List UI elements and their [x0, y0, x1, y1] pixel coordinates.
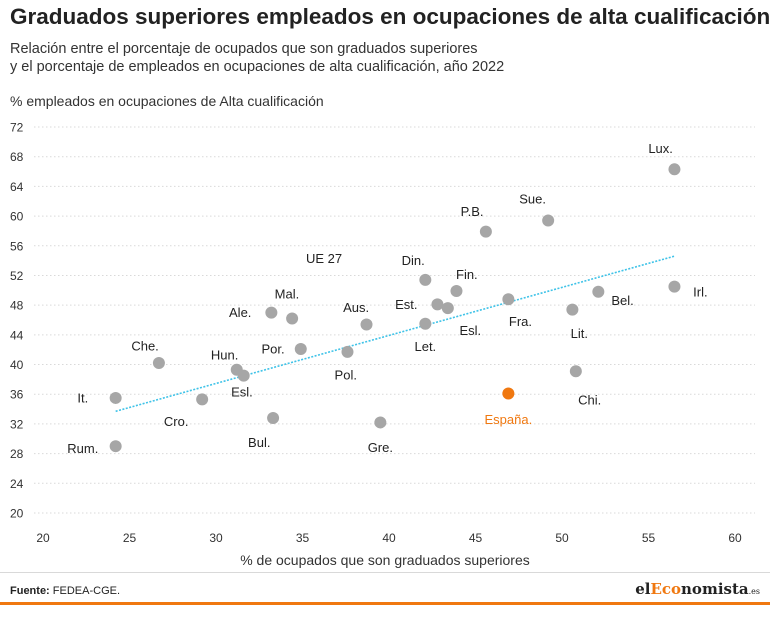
- point-label: Est.: [395, 297, 417, 312]
- trend-line: [115, 255, 675, 413]
- point-label: P.B.: [461, 204, 484, 219]
- point-label: Aus.: [343, 300, 369, 315]
- data-point: [450, 285, 463, 298]
- annotation-ue27: UE 27: [306, 251, 342, 266]
- data-point: [267, 411, 280, 424]
- x-tick-label: 60: [728, 531, 742, 545]
- highlight-point: [502, 387, 515, 400]
- data-point: [360, 318, 373, 331]
- data-point: [196, 393, 209, 406]
- point-label: Lux.: [648, 141, 673, 156]
- brand-pre: el: [635, 580, 651, 598]
- data-point: [569, 365, 582, 378]
- point-label: Pol.: [335, 367, 357, 382]
- data-point: [237, 369, 250, 382]
- source-text: FEDEA-CGE.: [52, 585, 121, 597]
- y-tick-label: 24: [10, 477, 24, 491]
- point-label: Bul.: [248, 435, 270, 450]
- chart-title: Graduados superiores empleados en ocupac…: [10, 4, 770, 29]
- data-point: [341, 345, 354, 358]
- source-note: Fuente: FEDEA-CGE.: [10, 585, 120, 597]
- data-point: [152, 357, 165, 370]
- x-tick-label: 30: [209, 531, 223, 545]
- point-label: Gre.: [368, 440, 393, 455]
- highlight-label: España.: [485, 412, 533, 427]
- data-point: [502, 293, 515, 306]
- data-point: [109, 440, 122, 453]
- subtitle-line-1: Relación entre el porcentaje de ocupados…: [10, 41, 478, 57]
- point-label: Por.: [262, 341, 285, 356]
- point-label: Din.: [402, 253, 425, 268]
- brand-highlight: Eco: [650, 580, 682, 598]
- data-point: [431, 298, 444, 311]
- data-point: [479, 225, 492, 238]
- data-point: [374, 416, 387, 429]
- y-tick-label: 60: [10, 210, 24, 224]
- data-point: [441, 302, 454, 315]
- point-label: Ale.: [229, 305, 251, 320]
- x-axis-label: % de ocupados que son graduados superior…: [240, 552, 530, 568]
- point-label: Lit.: [571, 326, 588, 341]
- point-label: Fra.: [509, 314, 532, 329]
- data-point: [592, 285, 605, 298]
- data-point: [294, 342, 307, 355]
- point-label: Irl.: [693, 284, 707, 299]
- x-tick-label: 25: [123, 531, 137, 545]
- data-point: [668, 280, 681, 293]
- point-label: Rum.: [67, 441, 98, 456]
- point-label: Chi.: [578, 393, 601, 408]
- point-label: Esl.: [231, 385, 253, 400]
- brand-logo: elEconomista.es: [635, 580, 760, 598]
- x-tick-label: 55: [642, 531, 656, 545]
- scatter-chart: 20 24 28 32 36 40 44 48 52 56 60 64 68 72 20 25 30 35 40 45…: [10, 121, 755, 545]
- point-label: Fin.: [456, 267, 478, 282]
- data-point: [668, 163, 681, 176]
- x-tick-label: 45: [469, 531, 483, 545]
- footer-divider: [0, 572, 770, 573]
- chart-subtitle: Relación entre el porcentaje de ocupados…: [10, 40, 504, 76]
- data-point: [542, 214, 555, 227]
- y-axis-label: % empleados en ocupaciones de Alta cuali…: [10, 93, 324, 109]
- y-tick-label: 48: [10, 299, 24, 313]
- y-tick-label: 40: [10, 358, 24, 372]
- data-point: [265, 306, 278, 319]
- y-tick-label: 56: [10, 239, 24, 253]
- y-tick-label: 20: [10, 507, 24, 521]
- y-tick-label: 64: [10, 180, 24, 194]
- point-label: Let.: [414, 339, 436, 354]
- point-label: Hun.: [211, 347, 238, 362]
- point-label: Sue.: [519, 192, 546, 207]
- point-label: Esl.: [459, 323, 481, 338]
- x-tick-label: 40: [382, 531, 396, 545]
- point-label: Mal.: [275, 287, 300, 302]
- point-label: Bel.: [611, 293, 633, 308]
- data-point: [286, 312, 299, 325]
- y-tick-label: 68: [10, 150, 24, 164]
- y-tick-label: 52: [10, 269, 24, 283]
- subtitle-line-2: y el porcentaje de empleados en ocupacio…: [10, 59, 505, 75]
- x-tick-label: 50: [555, 531, 569, 545]
- x-tick-label: 20: [36, 531, 50, 545]
- y-tick-label: 72: [10, 121, 24, 135]
- data-point: [419, 317, 432, 330]
- data-point: [109, 391, 122, 404]
- data-point: [419, 273, 432, 286]
- y-tick-label: 36: [10, 388, 24, 402]
- y-tick-label: 44: [10, 328, 24, 342]
- y-tick-label: 28: [10, 447, 24, 461]
- data-point: [566, 303, 579, 316]
- y-tick-label: 32: [10, 417, 24, 431]
- brand-post: nomista: [681, 580, 749, 598]
- accent-bar: [0, 602, 770, 605]
- point-label: It.: [77, 390, 88, 405]
- point-label: Che.: [131, 338, 158, 353]
- brand-suffix: .es: [748, 587, 760, 596]
- source-label: Fuente:: [10, 585, 50, 597]
- x-tick-label: 35: [296, 531, 310, 545]
- point-label: Cro.: [164, 414, 189, 429]
